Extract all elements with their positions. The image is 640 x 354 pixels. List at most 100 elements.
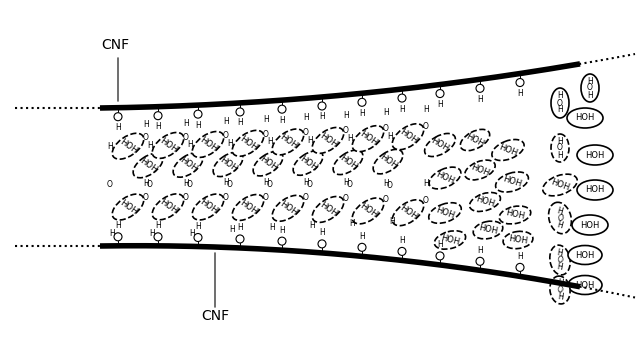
- Text: HOH: HOH: [440, 233, 461, 247]
- Text: HOH: HOH: [586, 185, 605, 194]
- Text: O: O: [383, 124, 389, 133]
- Text: H: H: [347, 134, 353, 143]
- Text: H: H: [343, 178, 349, 187]
- Text: H: H: [279, 116, 285, 125]
- Text: O: O: [143, 193, 149, 202]
- Text: HOH: HOH: [477, 224, 499, 236]
- Text: HOH: HOH: [278, 133, 298, 151]
- Text: HOH: HOH: [177, 156, 198, 174]
- Text: H: H: [189, 228, 195, 238]
- Ellipse shape: [551, 88, 569, 118]
- Ellipse shape: [232, 195, 264, 221]
- Ellipse shape: [352, 198, 384, 224]
- Text: O: O: [263, 130, 269, 139]
- Text: H: H: [267, 137, 273, 147]
- Text: HOH: HOH: [358, 202, 378, 220]
- Text: HOH: HOH: [138, 156, 159, 175]
- Circle shape: [194, 234, 202, 241]
- Ellipse shape: [429, 167, 461, 189]
- Circle shape: [358, 243, 366, 251]
- Text: O: O: [303, 129, 309, 137]
- Circle shape: [318, 240, 326, 248]
- Text: O: O: [183, 193, 189, 201]
- Text: HOH: HOH: [469, 162, 491, 178]
- Circle shape: [194, 110, 202, 118]
- Text: H: H: [143, 179, 149, 188]
- Text: H: H: [587, 76, 593, 86]
- Text: H: H: [109, 228, 115, 238]
- Text: HOH: HOH: [465, 131, 486, 149]
- Text: HOH: HOH: [549, 177, 571, 193]
- Circle shape: [278, 105, 286, 113]
- Ellipse shape: [293, 151, 323, 175]
- Text: H: H: [263, 115, 269, 125]
- Text: H: H: [227, 139, 233, 148]
- Circle shape: [236, 108, 244, 116]
- Text: O: O: [587, 84, 593, 92]
- Text: H: H: [399, 236, 405, 245]
- Text: HOH: HOH: [580, 221, 600, 229]
- Text: O: O: [147, 180, 153, 189]
- Text: H: H: [115, 221, 121, 230]
- Text: O: O: [347, 180, 353, 189]
- Text: HOH: HOH: [278, 199, 298, 217]
- Text: HOH: HOH: [218, 155, 239, 173]
- Text: HOH: HOH: [157, 198, 179, 216]
- Ellipse shape: [568, 246, 602, 264]
- Text: H: H: [557, 137, 563, 145]
- Text: H: H: [557, 292, 563, 302]
- Ellipse shape: [133, 153, 163, 178]
- Ellipse shape: [192, 132, 224, 158]
- Text: O: O: [556, 255, 564, 265]
- Text: O: O: [556, 213, 564, 223]
- Ellipse shape: [577, 145, 613, 165]
- Text: H: H: [359, 232, 365, 241]
- Ellipse shape: [192, 194, 224, 220]
- Text: H: H: [269, 223, 275, 233]
- Ellipse shape: [503, 231, 533, 249]
- Text: O: O: [267, 180, 273, 189]
- Circle shape: [516, 79, 524, 86]
- Text: H: H: [387, 132, 393, 141]
- Text: HOH: HOH: [435, 170, 456, 186]
- Text: HOH: HOH: [474, 195, 495, 209]
- Text: H: H: [303, 178, 309, 187]
- Ellipse shape: [312, 127, 344, 153]
- Text: H: H: [423, 179, 429, 188]
- Text: H: H: [147, 141, 153, 150]
- Circle shape: [398, 247, 406, 256]
- Text: O: O: [143, 133, 149, 142]
- Circle shape: [476, 257, 484, 265]
- Ellipse shape: [173, 153, 203, 177]
- Text: H: H: [557, 105, 563, 114]
- Ellipse shape: [253, 152, 283, 176]
- Text: O: O: [423, 122, 429, 131]
- Ellipse shape: [567, 108, 603, 128]
- Text: H: H: [477, 246, 483, 255]
- Ellipse shape: [492, 139, 524, 160]
- Text: H: H: [143, 120, 149, 129]
- Ellipse shape: [495, 172, 529, 192]
- Text: H: H: [149, 228, 155, 238]
- Ellipse shape: [550, 276, 570, 304]
- Ellipse shape: [499, 206, 531, 224]
- Text: HOH: HOH: [397, 127, 419, 146]
- Text: H: H: [155, 122, 161, 131]
- Ellipse shape: [577, 180, 613, 200]
- Ellipse shape: [550, 245, 570, 275]
- Ellipse shape: [424, 133, 456, 156]
- Text: H: H: [187, 140, 193, 149]
- Text: HOH: HOH: [317, 131, 339, 150]
- Text: H: H: [237, 119, 243, 127]
- Ellipse shape: [470, 193, 500, 211]
- Text: HOH: HOH: [397, 204, 419, 222]
- Text: H: H: [115, 123, 121, 132]
- Text: H: H: [437, 240, 443, 250]
- Text: H: H: [399, 104, 405, 114]
- Text: H: H: [307, 136, 313, 145]
- Ellipse shape: [112, 194, 144, 220]
- Text: H: H: [556, 206, 564, 216]
- Text: HOH: HOH: [504, 209, 525, 221]
- Text: O: O: [557, 143, 563, 153]
- Text: H: H: [587, 91, 593, 99]
